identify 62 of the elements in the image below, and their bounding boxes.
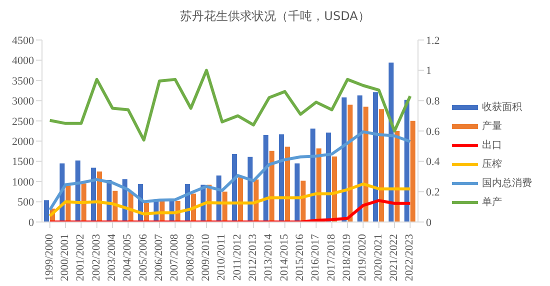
y2-tick-label: 1	[426, 65, 432, 78]
x-tick-label: 2013/2014	[262, 234, 275, 282]
x-tick-label: 2020/2021	[372, 234, 384, 282]
y2-tick-label: 0.6	[426, 126, 440, 138]
x-tick-label: 2012/2013	[247, 234, 260, 282]
y-tick-label: 1500	[12, 156, 34, 168]
x-tick-label: 2005/2006	[137, 234, 150, 282]
x-tick-label: 1999/2000	[43, 234, 56, 282]
x-tick-label: 2009/2010	[200, 234, 212, 282]
x-tick-label: 2004/2005	[122, 234, 134, 282]
bar	[379, 109, 384, 222]
x-tick-label: 2021/2022	[388, 234, 400, 282]
y2-tick-label: 0	[426, 216, 432, 229]
y-tick-label: 4500	[12, 34, 34, 47]
x-tick-label: 2007/2008	[168, 234, 181, 282]
bar	[348, 104, 353, 222]
legend-label: 国内总消费	[482, 176, 532, 191]
y2-tick-label: 0.2	[426, 186, 440, 199]
x-tick-label: 2000/2001	[59, 234, 72, 282]
y-tick-label: 500	[18, 196, 34, 209]
bar	[410, 120, 416, 222]
x-tick-label: 2015/2016	[294, 234, 306, 282]
chart-title: 苏丹花生供求状况（千吨，USDA）	[179, 8, 371, 25]
x-tick-label: 2011/2012	[231, 234, 244, 281]
y-tick-label: 3000	[12, 96, 34, 108]
y-tick-label: 2000	[12, 136, 34, 148]
bar	[294, 163, 300, 222]
line-series	[48, 68, 412, 142]
y-tick-label: 4000	[12, 55, 34, 68]
legend-label: 产量	[482, 120, 502, 134]
x-tick-label: 2014/2015	[278, 234, 290, 282]
x-tick-label: 2001/2002	[74, 234, 87, 282]
bar	[342, 97, 347, 222]
line-series	[48, 199, 412, 222]
x-tick-label: 2016/2017	[310, 234, 322, 282]
y-tick-label: 0	[28, 216, 34, 229]
x-tick-label: 2006/2007	[153, 234, 166, 282]
y-tick-label: 1000	[12, 176, 34, 188]
y2-tick-label: 0.8	[426, 96, 440, 108]
x-tick-label: 2017/2018	[325, 234, 338, 282]
x-tick-label: 2003/2004	[106, 234, 118, 282]
x-tick-label: 2022/2023	[404, 234, 416, 282]
x-tick-label: 2010/2011	[216, 234, 228, 281]
bar	[357, 95, 362, 222]
line-series	[48, 130, 412, 212]
bar	[363, 106, 368, 222]
y-tick-label: 2500	[12, 116, 34, 128]
bar	[373, 92, 378, 222]
legend-label: 收获面积	[482, 100, 522, 115]
line-series	[48, 182, 412, 218]
legend-label: 压榨	[482, 158, 502, 172]
x-tick-label: 2002/2003	[90, 234, 102, 282]
y-tick-label: 3500	[12, 75, 34, 88]
x-tick-label: 2008/2009	[184, 234, 196, 282]
y2-tick-label: 0.4	[426, 156, 440, 168]
x-tick-label: 2018/2019	[341, 234, 354, 282]
bar	[332, 156, 337, 222]
bar	[44, 200, 49, 222]
legend-label: 出口	[482, 138, 502, 153]
x-tick-label: 2019/2020	[356, 234, 369, 282]
y2-tick-label: 1.2	[426, 34, 440, 47]
legend-label: 单产	[482, 196, 502, 210]
